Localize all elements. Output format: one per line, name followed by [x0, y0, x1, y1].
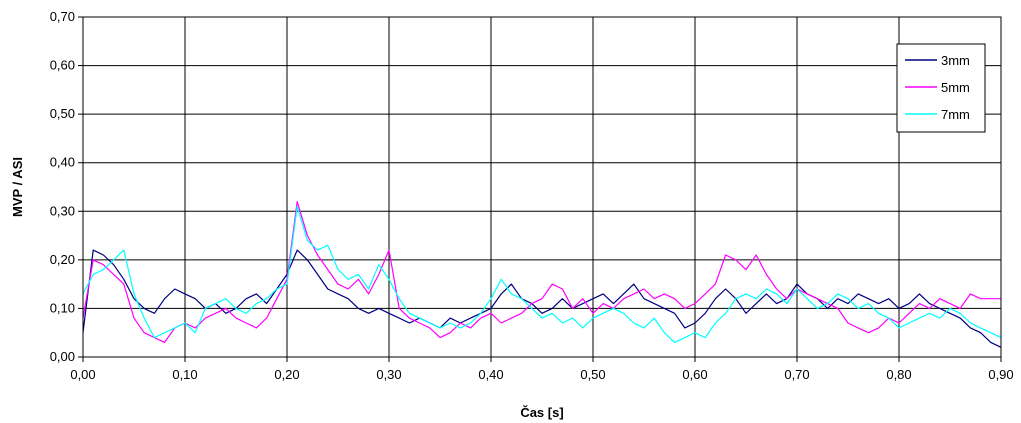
grid-lines: [83, 17, 1001, 357]
y-tick-label: 0,10: [50, 300, 75, 315]
x-tick-label: 0,30: [376, 367, 401, 382]
x-tick-label: 0,90: [988, 367, 1013, 382]
y-tick-label: 0,70: [50, 9, 75, 24]
series-layer: [82, 201, 1002, 348]
x-tick-label: 0,20: [274, 367, 299, 382]
plot-area-frame: [82, 16, 1002, 358]
x-axis-title: Čas [s]: [520, 405, 563, 420]
legend-label: 7mm: [941, 107, 970, 122]
x-axis-ticks: 0,00 0,10 0,20 0,30 0,40 0,50 0,60 0,70 0,80 0,90: [70, 357, 1014, 382]
y-tick-label: 0,40: [50, 155, 75, 170]
y-tick-label: 0,60: [50, 58, 75, 73]
x-tick-label: 0,00: [70, 367, 95, 382]
y-tick-label: 0,20: [50, 252, 75, 267]
series-line-5mm: [82, 201, 1001, 343]
y-axis-title: MVP / ASI: [10, 157, 25, 217]
y-tick-label: 0,30: [50, 203, 75, 218]
legend-box: [896, 43, 986, 133]
legend-label: 3mm: [941, 53, 970, 68]
x-tick-label: 0,60: [682, 367, 707, 382]
series-line-7mm: [82, 205, 1002, 343]
x-tick-label: 0,80: [886, 367, 911, 382]
y-tick-label: 0,00: [50, 349, 75, 364]
y-axis-ticks: 0,00 0,10 0,20 0,30 0,40 0,50 0,60 0,70: [50, 9, 83, 364]
legend-label: 5mm: [941, 80, 970, 95]
x-tick-label: 0,40: [478, 367, 503, 382]
legend: 3mm 5mm 7mm: [896, 43, 986, 133]
x-tick-label: 0,70: [784, 367, 809, 382]
x-tick-label: 0,50: [580, 367, 605, 382]
y-tick-label: 0,50: [50, 106, 75, 121]
x-tick-label: 0,10: [172, 367, 197, 382]
